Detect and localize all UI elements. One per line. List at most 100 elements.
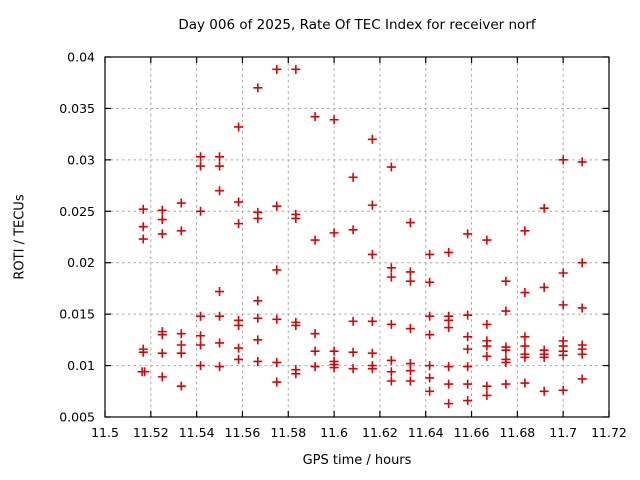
data-point-marker [196,311,206,321]
data-point-marker [157,330,167,340]
data-point-marker [215,362,225,372]
data-point-marker [501,306,511,316]
data-point-marker [482,351,492,361]
data-point-marker [520,288,530,298]
data-point-marker [176,198,186,208]
data-point-marker [138,204,148,214]
data-point-marker [138,234,148,244]
data-point-marker [138,347,148,357]
data-point-marker [329,228,339,238]
data-point-marker [577,374,587,384]
data-point-marker [215,338,225,348]
data-point-marker [539,352,549,362]
x-tick-label: 11.72 [591,425,627,440]
data-point-marker [482,390,492,400]
data-point-marker [425,311,435,321]
data-point-marker [558,268,568,278]
data-point-marker [463,396,473,406]
data-point-marker [539,282,549,292]
data-point-marker [405,376,415,386]
data-point-marker [386,263,396,273]
data-point-marker [196,361,206,371]
data-point-marker [291,320,301,330]
data-point-marker [520,226,530,236]
data-point-marker [348,225,358,235]
data-point-marker [405,218,415,228]
data-point-marker [405,267,415,277]
data-point-marker [291,213,301,223]
data-point-marker [215,186,225,196]
data-point-marker [310,112,320,122]
data-point-marker [310,329,320,339]
data-point-marker [539,203,549,213]
data-point-marker [405,276,415,286]
x-axis-title: GPS time / hours [302,453,412,468]
data-point-marker [482,341,492,351]
data-point-marker [425,249,435,259]
data-point-marker [558,300,568,310]
y-tick-label: 0.02 [67,255,95,270]
data-point-marker [558,385,568,395]
x-tick-label: 11.56 [225,425,261,440]
data-point-marker [405,324,415,334]
data-point-marker [272,314,282,324]
data-point-marker [520,352,530,362]
data-point-marker [310,235,320,245]
x-tick-label: 11.7 [549,425,577,440]
data-point-marker [577,349,587,359]
data-point-marker [348,347,358,357]
data-point-marker [444,379,454,389]
plot-border [104,56,610,418]
data-point-marker [176,226,186,236]
data-point-marker [310,362,320,372]
data-point-marker [386,355,396,365]
data-point-marker [234,354,244,364]
data-point-marker [215,311,225,321]
data-point-marker [215,152,225,162]
data-point-marker [234,343,244,353]
data-point-marker [157,229,167,239]
x-tick-label: 11.6 [320,425,348,440]
data-point-marker [234,219,244,229]
data-point-marker [140,367,150,377]
data-point-marker [157,215,167,225]
x-tick-label: 11.62 [362,425,398,440]
y-tick-label: 0.025 [59,204,95,219]
data-point-marker [367,364,377,374]
data-point-marker [463,310,473,320]
data-point-marker [176,340,186,350]
data-point-marker [196,331,206,341]
data-point-marker [444,323,454,333]
data-point-marker [348,172,358,182]
data-point-marker [234,320,244,330]
data-point-marker [558,350,568,360]
data-point-marker [272,357,282,367]
data-point-marker [329,115,339,125]
data-point-marker [463,379,473,389]
data-point-marker [367,134,377,144]
data-point-marker [196,206,206,216]
data-point-marker [253,313,263,323]
data-point-marker [501,357,511,367]
data-point-marker [577,258,587,268]
data-point-marker [329,363,339,373]
data-point-marker [463,362,473,372]
data-point-marker [425,386,435,396]
data-point-marker [367,316,377,326]
data-point-marker [425,373,435,383]
data-point-marker [482,235,492,245]
x-tick-label: 11.58 [270,425,306,440]
data-point-marker [272,64,282,74]
data-point-marker [463,332,473,342]
data-point-marker [272,377,282,387]
data-point-marker [520,341,530,351]
data-point-marker [367,249,377,259]
data-point-marker [558,155,568,165]
y-tick-label: 0.015 [59,307,95,322]
data-point-marker [291,369,301,379]
data-point-marker [157,348,167,358]
data-point-marker [253,213,263,223]
y-tick-label: 0.01 [67,358,95,373]
